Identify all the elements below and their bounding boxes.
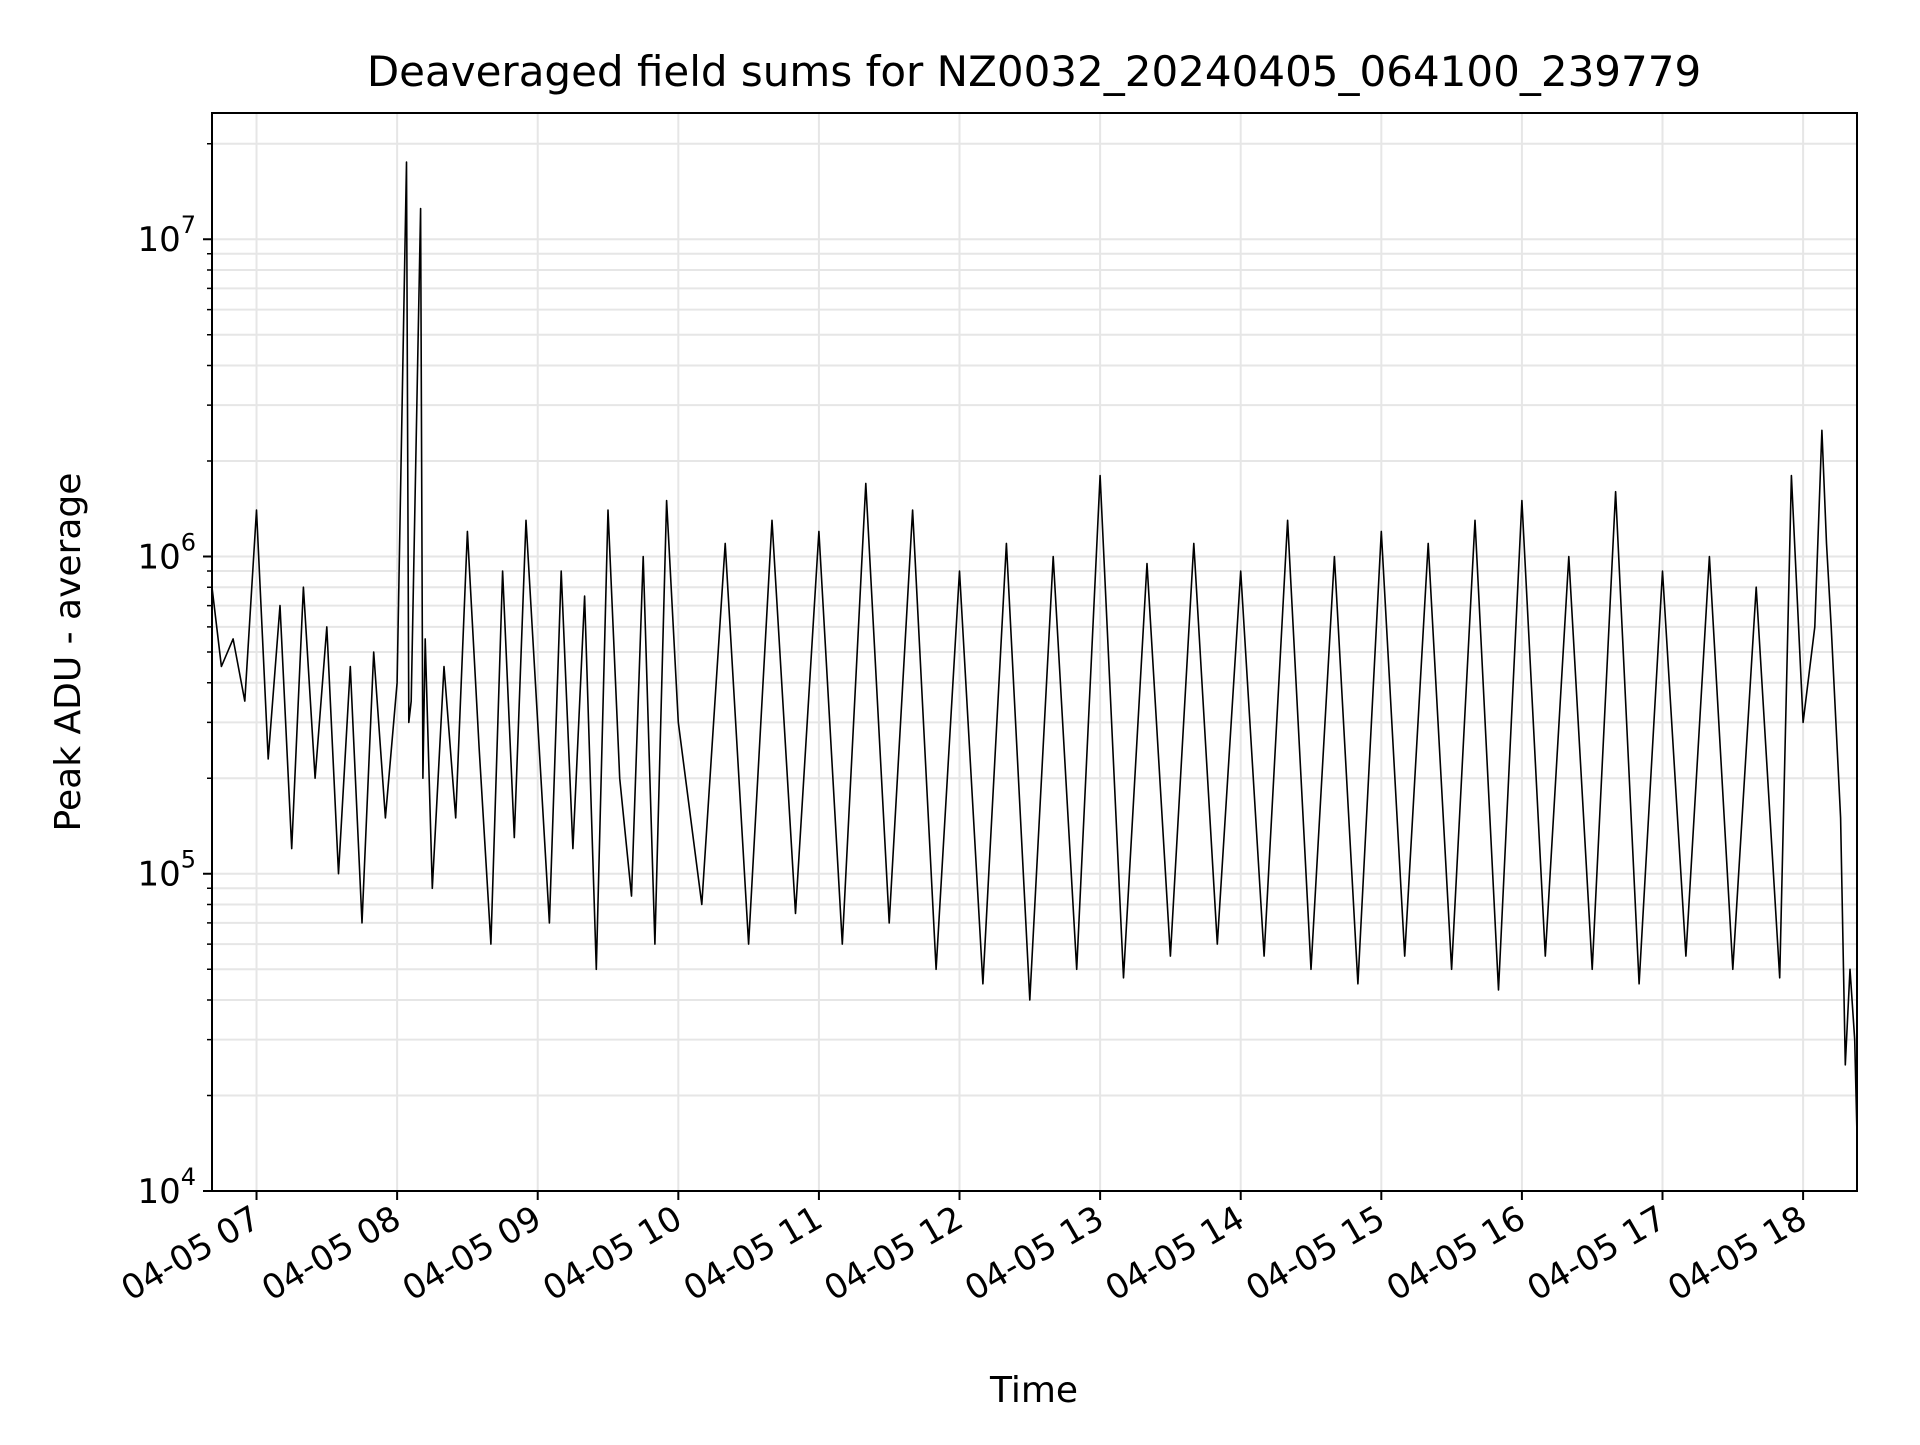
y-tick-label: 104 — [137, 1163, 196, 1212]
series-line — [211, 161, 1858, 1136]
series-layer — [211, 161, 1858, 1136]
minor-gridlines — [212, 142, 1857, 1097]
y-tick-label: 106 — [137, 528, 196, 577]
y-tick-label: 105 — [137, 846, 196, 895]
chart-title: Deaveraged field sums for NZ0032_2024040… — [367, 47, 1701, 96]
y-axis-ticks: 104 105 106 107 — [137, 142, 212, 1212]
x-axis-label: Time — [989, 1370, 1078, 1411]
y-tick-label: 107 — [137, 211, 196, 260]
y-axis-label: Peak ADU - average — [48, 473, 89, 832]
